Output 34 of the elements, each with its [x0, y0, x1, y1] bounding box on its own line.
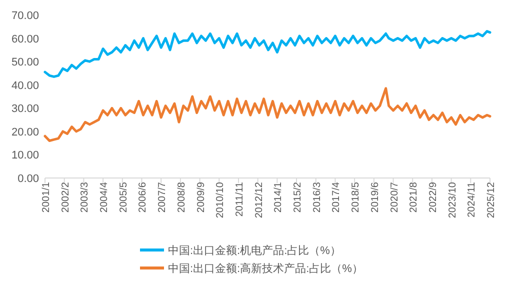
x-tick-label: 2019/6	[370, 182, 381, 213]
x-tick-label: 2014/1	[273, 182, 284, 213]
x-tick-label: 2003/3	[80, 182, 91, 213]
y-tick-label: 40.00	[11, 80, 39, 92]
legend-label: 中国:出口金额:机电产品:占比（%）	[168, 244, 341, 257]
x-tick-label: 2001/1	[41, 182, 52, 213]
x-tick-label: 2023/10	[447, 182, 458, 218]
x-tick-label: 2020/7	[389, 182, 400, 213]
x-tick-label: 2010/10	[215, 182, 226, 218]
y-tick-label: 20.00	[11, 126, 39, 138]
x-tick-label: 2017/4	[331, 182, 342, 213]
y-tick-label: 50.00	[11, 56, 39, 69]
x-tick-label: 2015/2	[292, 182, 304, 213]
x-tick-label: 2011/11	[234, 182, 246, 217]
y-tick-label: 0.00	[18, 173, 39, 185]
x-tick-label: 2018/5	[350, 182, 362, 213]
y-tick-label: 10.00	[11, 150, 39, 162]
x-tick-label: 2021/8	[408, 182, 420, 213]
x-tick-label: 2007/7	[157, 182, 168, 213]
x-tick-label: 2012/12	[254, 182, 265, 218]
x-tick-label: 2025/12	[486, 182, 497, 218]
x-tick-label: 2009/9	[196, 182, 207, 213]
x-tick-label: 2002/2	[60, 182, 72, 213]
x-tick-label: 2024/11	[466, 182, 478, 218]
legend-label: 中国:出口金额:高新技术产品:占比（%）	[168, 262, 363, 275]
x-tick-label: 2008/8	[176, 182, 188, 213]
x-tick-label: 2016/3	[312, 182, 323, 213]
x-tick-label: 2004/4	[99, 182, 110, 213]
y-tick-label: 30.00	[11, 103, 39, 116]
y-tick-label: 70.00	[11, 10, 39, 22]
y-tick-label: 60.00	[11, 33, 39, 46]
x-tick-label: 2005/5	[118, 182, 130, 213]
x-tick-label: 2022/9	[428, 182, 439, 213]
x-tick-label: 2006/6	[138, 182, 149, 213]
